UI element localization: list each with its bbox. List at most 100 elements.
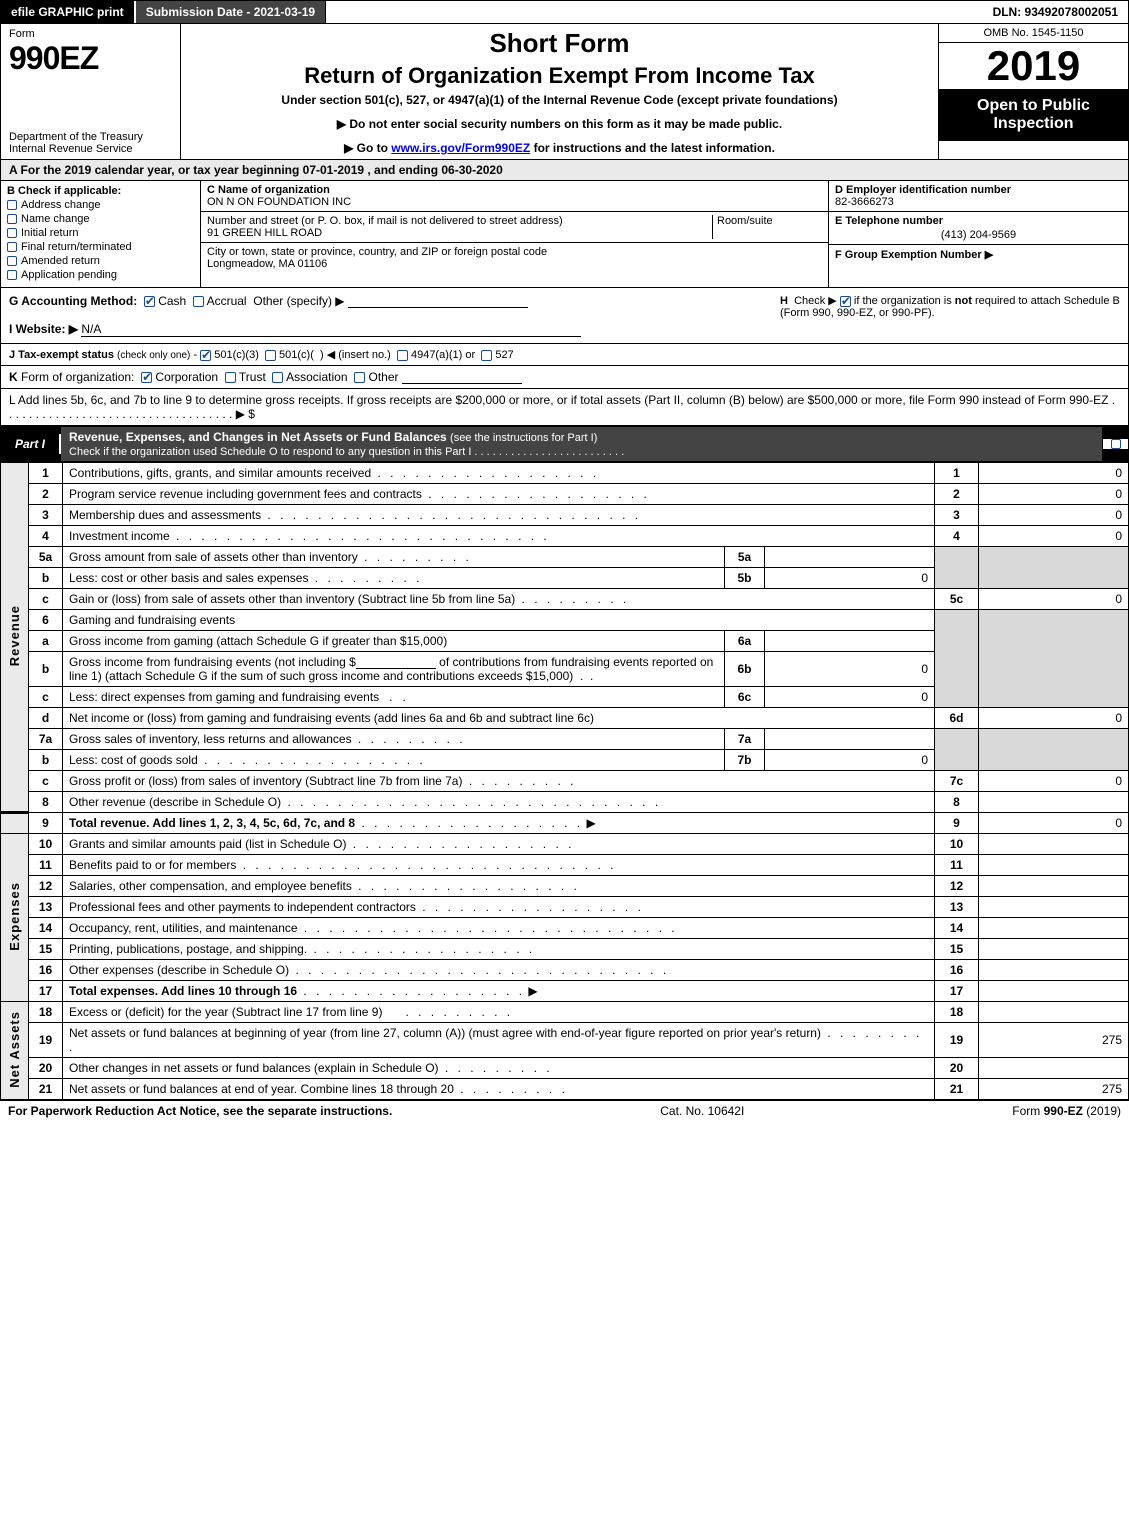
table-row: 20 Other changes in net assets or fund b… [1, 1058, 1129, 1079]
contrib-amount-field[interactable] [356, 655, 436, 669]
line-num: 3 [29, 505, 63, 526]
table-row: 21 Net assets or fund balances at end of… [1, 1079, 1129, 1100]
table-row: 9 Total revenue. Add lines 1, 2, 3, 4, 5… [1, 813, 1129, 834]
line-text: Gross income from gaming (attach Schedul… [63, 631, 725, 652]
line-num: d [29, 708, 63, 729]
line-text: Less: direct expenses from gaming and fu… [63, 687, 725, 708]
ein-label: D Employer identification number [835, 184, 1011, 196]
right-num: 5c [935, 589, 979, 610]
irs-link[interactable]: www.irs.gov/Form990EZ [391, 141, 530, 155]
chk-501c3[interactable] [200, 350, 211, 361]
omb-number: OMB No. 1545-1150 [939, 24, 1128, 43]
phone-value: (413) 204-9569 [835, 229, 1122, 241]
line-text: Grants and similar amounts paid (list in… [63, 834, 935, 855]
right-num: 4 [935, 526, 979, 547]
chk-schedule-b[interactable] [840, 296, 851, 307]
line-num: 19 [29, 1023, 63, 1058]
line-text: Gross profit or (loss) from sales of inv… [63, 771, 935, 792]
line-num: a [29, 631, 63, 652]
goto-prefix: ▶ Go to [344, 141, 391, 155]
cash-label: Cash [158, 294, 186, 308]
right-val: 0 [979, 813, 1129, 834]
right-num: 18 [935, 1002, 979, 1023]
box-def: D Employer identification number 82-3666… [828, 181, 1128, 287]
line-num: b [29, 568, 63, 589]
chk-other-org[interactable] [354, 372, 365, 383]
grey-cell [935, 610, 979, 708]
part-1-checkbox[interactable] [1102, 439, 1128, 449]
right-num: 14 [935, 918, 979, 939]
mid-val [765, 547, 935, 568]
row-g: G Accounting Method: Cash Accrual Other … [9, 294, 780, 337]
chk-name-change[interactable]: Name change [7, 213, 194, 225]
chk-label: Address change [21, 199, 101, 211]
mid-num: 6c [725, 687, 765, 708]
table-row: 11 Benefits paid to or for members 11 [1, 855, 1129, 876]
checkbox-icon [7, 270, 17, 280]
chk-association[interactable] [272, 372, 283, 383]
right-val: 0 [979, 484, 1129, 505]
other-specify-field[interactable] [348, 294, 528, 308]
efile-print-button[interactable]: efile GRAPHIC print [1, 1, 136, 23]
chk-527[interactable] [481, 350, 492, 361]
right-val: 0 [979, 463, 1129, 484]
chk-501c[interactable] [265, 350, 276, 361]
right-val: 0 [979, 526, 1129, 547]
row-l: L Add lines 5b, 6c, and 7b to line 9 to … [0, 389, 1129, 426]
checkbox-icon [7, 228, 17, 238]
table-row: 15 Printing, publications, postage, and … [1, 939, 1129, 960]
chk-initial-return[interactable]: Initial return [7, 227, 194, 239]
department-label: Department of the Treasury Internal Reve… [9, 131, 172, 155]
submission-date: Submission Date - 2021-03-19 [136, 1, 326, 23]
chk-cash[interactable] [144, 296, 155, 307]
part-1-title-text: Revenue, Expenses, and Changes in Net As… [69, 430, 447, 444]
goto-suffix: for instructions and the latest informat… [530, 141, 775, 155]
right-num: 7c [935, 771, 979, 792]
header-right: OMB No. 1545-1150 2019 Open to Public In… [938, 24, 1128, 159]
footer-left: For Paperwork Reduction Act Notice, see … [8, 1104, 392, 1118]
mid-val: 0 [765, 652, 935, 687]
chk-4947[interactable] [397, 350, 408, 361]
table-row: 13 Professional fees and other payments … [1, 897, 1129, 918]
line-text: Net assets or fund balances at end of ye… [63, 1079, 935, 1100]
line-num: 10 [29, 834, 63, 855]
line-num: 4 [29, 526, 63, 547]
right-num: 10 [935, 834, 979, 855]
line-text: Gain or (loss) from sale of assets other… [63, 589, 935, 610]
right-num: 6d [935, 708, 979, 729]
line-num: 6 [29, 610, 63, 631]
chk-accrual[interactable] [193, 296, 204, 307]
street-label: Number and street (or P. O. box, if mail… [207, 215, 712, 227]
chk-application-pending[interactable]: Application pending [7, 269, 194, 281]
mid-val: 0 [765, 687, 935, 708]
line-num: 5a [29, 547, 63, 568]
right-val [979, 897, 1129, 918]
chk-label: Name change [21, 213, 90, 225]
chk-final-return[interactable]: Final return/terminated [7, 241, 194, 253]
line-text: Net income or (loss) from gaming and fun… [63, 708, 935, 729]
top-bar: efile GRAPHIC print Submission Date - 20… [0, 0, 1129, 24]
chk-address-change[interactable]: Address change [7, 199, 194, 211]
grey-cell [979, 729, 1129, 771]
right-num: 16 [935, 960, 979, 981]
mid-val: 0 [765, 750, 935, 771]
right-val [979, 918, 1129, 939]
line-num: 8 [29, 792, 63, 813]
chk-corporation[interactable] [141, 372, 152, 383]
right-val [979, 876, 1129, 897]
box-b-label: B Check if applicable: [7, 185, 194, 197]
part-1-header: Part I Revenue, Expenses, and Changes in… [0, 426, 1129, 462]
right-val [979, 855, 1129, 876]
line-num: c [29, 589, 63, 610]
line-num: b [29, 750, 63, 771]
other-org-field[interactable] [402, 370, 522, 384]
group-exemption-label: F Group Exemption Number ▶ [835, 249, 993, 261]
right-num: 9 [935, 813, 979, 834]
website-value: N/A [81, 322, 581, 337]
chk-trust[interactable] [225, 372, 236, 383]
chk-amended-return[interactable]: Amended return [7, 255, 194, 267]
box-b: B Check if applicable: Address change Na… [1, 181, 201, 287]
line-text: Program service revenue including govern… [63, 484, 935, 505]
line-num: 20 [29, 1058, 63, 1079]
mid-num: 6a [725, 631, 765, 652]
